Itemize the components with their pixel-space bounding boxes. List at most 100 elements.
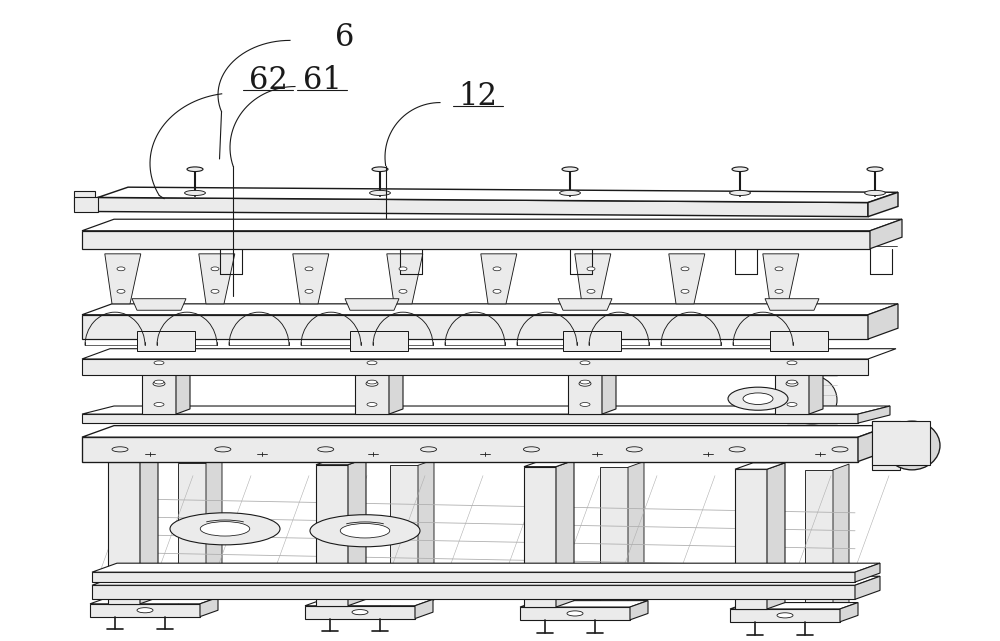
Polygon shape	[481, 254, 517, 304]
Polygon shape	[868, 304, 898, 339]
Polygon shape	[345, 299, 399, 310]
Ellipse shape	[884, 421, 940, 470]
Ellipse shape	[681, 289, 689, 294]
Polygon shape	[98, 197, 868, 217]
Polygon shape	[568, 353, 602, 414]
Polygon shape	[355, 353, 389, 414]
Polygon shape	[82, 406, 890, 414]
Ellipse shape	[787, 380, 797, 384]
Ellipse shape	[867, 167, 883, 172]
Ellipse shape	[560, 190, 580, 196]
Ellipse shape	[729, 447, 745, 452]
Polygon shape	[108, 455, 158, 462]
Polygon shape	[105, 254, 141, 304]
Polygon shape	[82, 315, 868, 339]
Ellipse shape	[187, 167, 203, 172]
Text: 61: 61	[303, 65, 341, 96]
Polygon shape	[132, 299, 186, 310]
Polygon shape	[206, 457, 222, 604]
Polygon shape	[669, 254, 705, 304]
Polygon shape	[556, 460, 574, 607]
Ellipse shape	[567, 611, 583, 616]
Ellipse shape	[399, 267, 407, 271]
Ellipse shape	[367, 380, 377, 384]
Text: 12: 12	[458, 81, 498, 112]
Polygon shape	[140, 455, 158, 604]
Polygon shape	[563, 331, 621, 351]
Ellipse shape	[580, 380, 590, 384]
Polygon shape	[305, 606, 415, 619]
Ellipse shape	[787, 361, 797, 365]
Polygon shape	[108, 462, 140, 604]
Polygon shape	[305, 599, 433, 606]
Polygon shape	[858, 426, 890, 462]
Ellipse shape	[305, 267, 313, 271]
Ellipse shape	[352, 610, 368, 615]
Polygon shape	[870, 219, 902, 249]
Polygon shape	[387, 254, 423, 304]
Text: 6: 6	[335, 22, 355, 53]
Polygon shape	[316, 465, 348, 606]
Polygon shape	[90, 604, 200, 617]
Polygon shape	[524, 467, 556, 607]
Ellipse shape	[681, 267, 689, 271]
Ellipse shape	[367, 361, 377, 365]
Ellipse shape	[370, 190, 390, 196]
Ellipse shape	[318, 447, 334, 452]
Polygon shape	[568, 348, 616, 353]
Polygon shape	[98, 187, 898, 203]
Polygon shape	[415, 599, 433, 619]
Ellipse shape	[587, 267, 595, 271]
Polygon shape	[763, 254, 799, 304]
Polygon shape	[74, 191, 95, 208]
Ellipse shape	[579, 381, 591, 386]
Polygon shape	[805, 470, 833, 609]
Polygon shape	[840, 603, 858, 622]
Ellipse shape	[154, 380, 164, 384]
Polygon shape	[770, 331, 828, 351]
Ellipse shape	[587, 289, 595, 294]
Ellipse shape	[743, 393, 773, 404]
Polygon shape	[858, 406, 890, 423]
Polygon shape	[389, 348, 403, 414]
Polygon shape	[82, 359, 868, 375]
Ellipse shape	[580, 403, 590, 406]
Polygon shape	[142, 348, 190, 353]
Polygon shape	[855, 563, 880, 582]
Ellipse shape	[421, 447, 437, 452]
Polygon shape	[558, 299, 612, 310]
Polygon shape	[775, 353, 809, 414]
Polygon shape	[200, 597, 218, 617]
Polygon shape	[137, 331, 195, 351]
Polygon shape	[82, 231, 870, 249]
Polygon shape	[82, 426, 890, 437]
Ellipse shape	[787, 403, 797, 406]
Ellipse shape	[340, 524, 390, 538]
Polygon shape	[82, 349, 896, 359]
Polygon shape	[199, 254, 235, 304]
Polygon shape	[350, 331, 408, 351]
Ellipse shape	[732, 167, 748, 172]
Text: 62: 62	[249, 65, 287, 96]
Polygon shape	[735, 469, 767, 609]
Polygon shape	[868, 192, 898, 217]
Ellipse shape	[786, 381, 798, 386]
Ellipse shape	[562, 167, 578, 172]
Polygon shape	[730, 603, 858, 609]
Ellipse shape	[153, 381, 165, 386]
Ellipse shape	[865, 190, 885, 196]
Ellipse shape	[730, 190, 750, 196]
Polygon shape	[730, 609, 840, 622]
Ellipse shape	[117, 289, 125, 294]
Ellipse shape	[170, 513, 280, 545]
Polygon shape	[293, 254, 329, 304]
Polygon shape	[82, 414, 858, 423]
Ellipse shape	[626, 447, 642, 452]
Ellipse shape	[366, 381, 378, 386]
Polygon shape	[178, 463, 206, 604]
Ellipse shape	[775, 289, 783, 294]
Ellipse shape	[523, 447, 539, 452]
Polygon shape	[520, 607, 630, 620]
Polygon shape	[630, 601, 648, 620]
Polygon shape	[775, 348, 823, 353]
